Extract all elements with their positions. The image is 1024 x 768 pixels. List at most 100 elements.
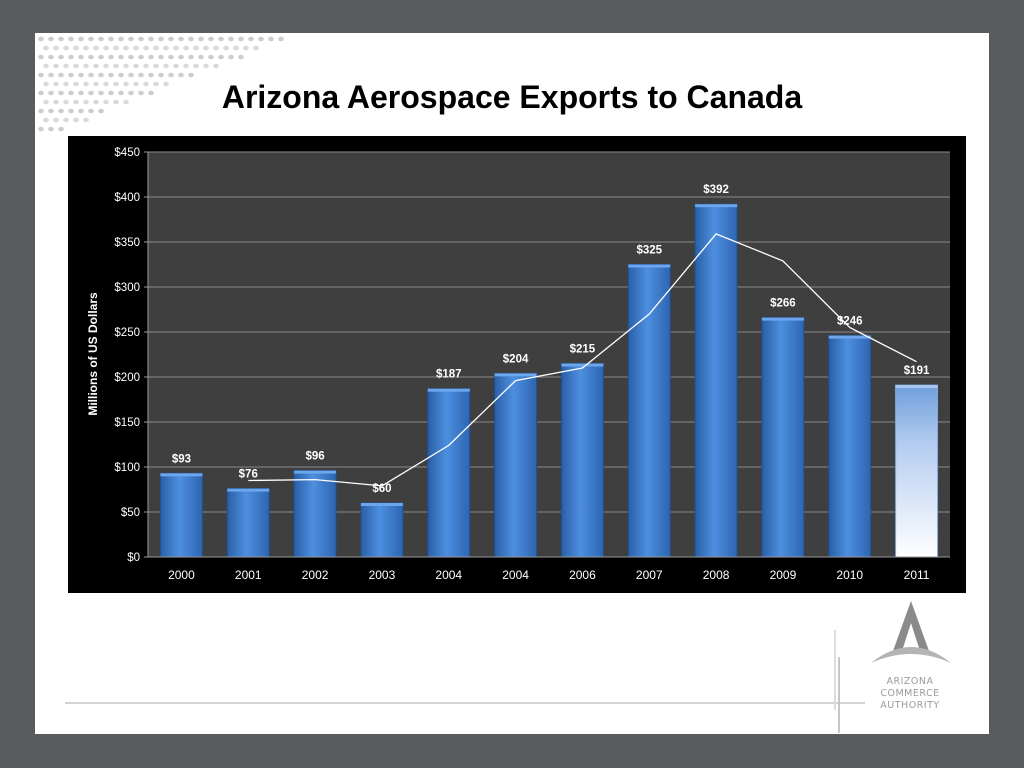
x-tick-label: 2004 [435, 568, 462, 582]
decorative-dot [38, 108, 44, 114]
bar [494, 372, 538, 558]
decorative-dot [213, 63, 219, 69]
decorative-dot [58, 36, 64, 42]
decorative-dot [148, 72, 154, 78]
logo-line: ARIZONA [886, 676, 934, 687]
decorative-dot [143, 63, 149, 69]
decorative-dot [133, 81, 139, 87]
decorative-dot [53, 45, 59, 51]
decorative-dot [113, 63, 119, 69]
decorative-dot [43, 117, 49, 123]
decorative-dot [88, 108, 94, 114]
decorative-dot [148, 54, 154, 60]
decorative-dot [53, 81, 59, 87]
decorative-dot [58, 72, 64, 78]
decorative-dot [253, 45, 259, 51]
decorative-dot [268, 36, 274, 42]
decorative-dot [88, 36, 94, 42]
decorative-dot [78, 54, 84, 60]
logo-wordmark: ARIZONA COMMERCE AUTHORITY [860, 676, 960, 712]
decorative-dot [128, 72, 134, 78]
decorative-dot [183, 63, 189, 69]
y-tick-label: $0 [127, 552, 140, 564]
decorative-dot [48, 90, 54, 96]
decorative-dot [208, 54, 214, 60]
decorative-dot [188, 36, 194, 42]
decorative-dot [53, 63, 59, 69]
decorative-dot [153, 81, 159, 87]
data-label: $215 [570, 344, 596, 356]
decorative-dot [168, 36, 174, 42]
decorative-dot [218, 36, 224, 42]
decorative-dot [58, 108, 64, 114]
logo-a-mark [893, 601, 929, 651]
bar [427, 388, 471, 558]
decorative-dot [228, 36, 234, 42]
y-tick-label: $300 [114, 282, 140, 294]
decorative-dot [103, 81, 109, 87]
plot-area [148, 152, 950, 557]
decorative-dot [138, 72, 144, 78]
decorative-dot [93, 81, 99, 87]
decorative-dot [48, 108, 54, 114]
decorative-dot [78, 90, 84, 96]
decorative-dot [158, 36, 164, 42]
x-tick-label: 2008 [703, 568, 730, 582]
decorative-dot [238, 54, 244, 60]
decorative-dot [143, 81, 149, 87]
decorative-dot [73, 81, 79, 87]
decorative-dot [178, 72, 184, 78]
decorative-dot [58, 126, 64, 132]
x-axis: 2000 2001 2002 2003 2004 2004 2006 2007 2008 2009… [148, 556, 950, 582]
decorative-dot [103, 45, 109, 51]
decorative-dot [83, 99, 89, 105]
bars [159, 203, 939, 558]
decorative-dot [73, 63, 79, 69]
decorative-dot [43, 63, 49, 69]
bar [694, 203, 738, 558]
decorative-dot [223, 45, 229, 51]
data-label: $187 [436, 369, 462, 381]
decorative-dot [123, 99, 129, 105]
decorative-dot [118, 36, 124, 42]
bar [226, 488, 270, 558]
decorative-dot [78, 36, 84, 42]
bar-chart: $93 $76 $96 $60 $187 $204 $215 $325 $392 $266 $246… [86, 147, 950, 582]
decorative-dot [163, 81, 169, 87]
decorative-dot [118, 90, 124, 96]
decorative-dot [68, 54, 74, 60]
decorative-dot [178, 54, 184, 60]
decorative-dot [93, 63, 99, 69]
decorative-dot [173, 63, 179, 69]
decorative-dot [88, 72, 94, 78]
decorative-dot [98, 36, 104, 42]
x-tick-label: 2002 [302, 568, 329, 582]
x-tick-label: 2007 [636, 568, 663, 582]
decorative-dot [233, 45, 239, 51]
bar-cap [561, 363, 604, 367]
bar [159, 472, 203, 558]
decorative-dot [198, 54, 204, 60]
decorative-dot [228, 54, 234, 60]
decorative-dot [73, 45, 79, 51]
bar-cap [761, 317, 804, 321]
decorative-dot [158, 54, 164, 60]
y-axis: $0 $50 $100 $150 $200 $250 $300 $350 $400 $450 [114, 147, 149, 564]
x-tick-label: 2009 [770, 568, 797, 582]
bar-cap [160, 473, 203, 477]
decorative-dot [103, 99, 109, 105]
decorative-dot [63, 81, 69, 87]
data-label: $392 [703, 184, 729, 196]
decorative-dot [243, 45, 249, 51]
decorative-dot [168, 54, 174, 60]
x-tick-label: 2000 [168, 568, 195, 582]
decorative-dot [43, 45, 49, 51]
y-axis-title: Millions of US Dollars [86, 292, 100, 416]
data-label: $60 [372, 483, 391, 495]
y-tick-label: $450 [114, 147, 140, 159]
decorative-dot [68, 36, 74, 42]
decorative-dot [48, 36, 54, 42]
bar [761, 317, 805, 558]
decorative-dot [128, 90, 134, 96]
x-tick-label: 2003 [369, 568, 396, 582]
